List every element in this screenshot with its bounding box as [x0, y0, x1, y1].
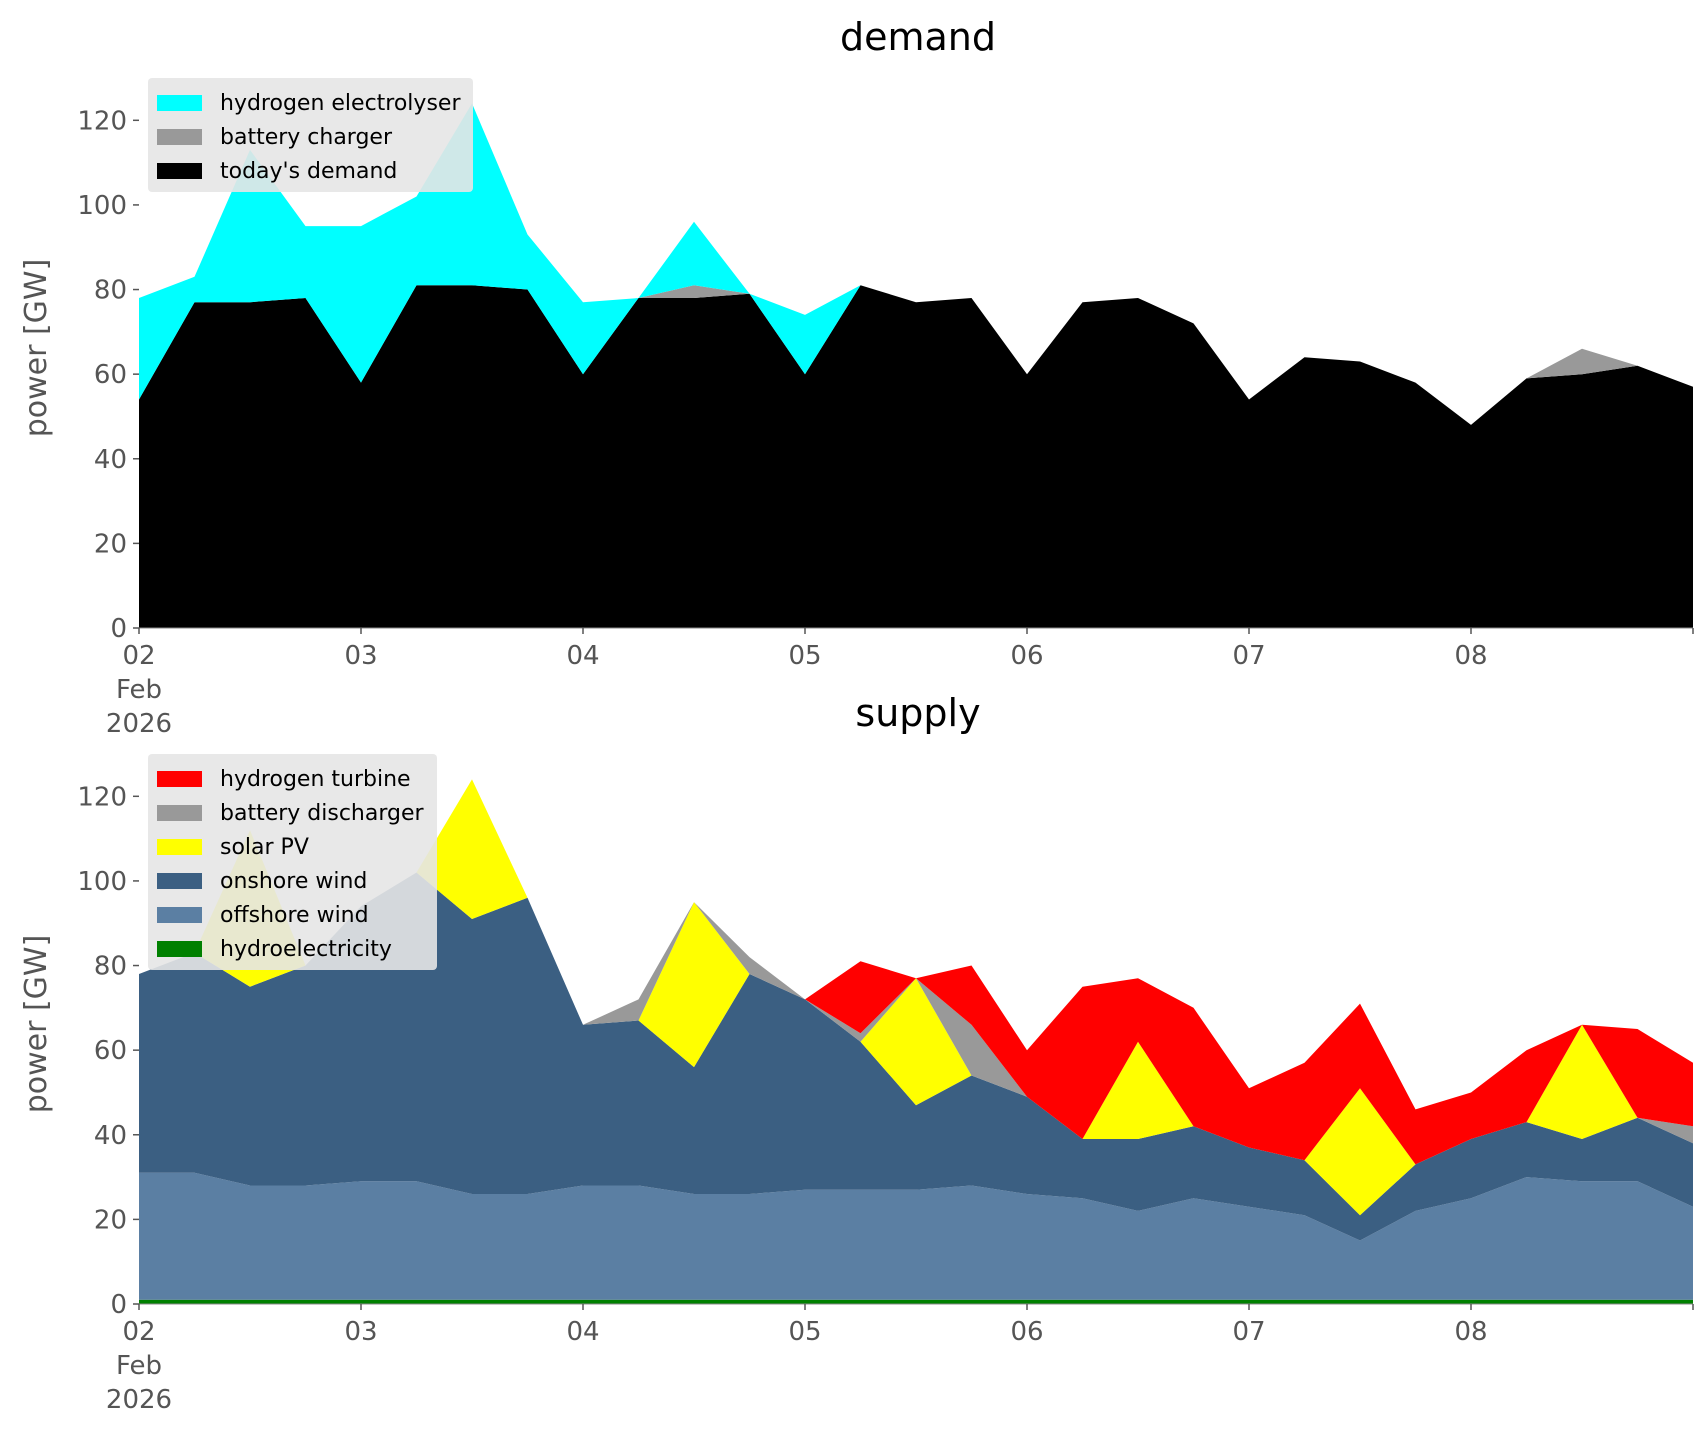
y-tick-label: 40	[94, 1121, 127, 1151]
legend-label-hydroelectricity: hydroelectricity	[220, 937, 392, 962]
legend-swatch-hydrogen-turbine	[157, 771, 202, 787]
axes: 0 20 40 60 80 100 120 02 Feb 2026 03 04 05 06 07 08	[77, 782, 1694, 1415]
y-tick-label: 120	[77, 106, 127, 136]
y-tick-label: 20	[94, 1205, 127, 1235]
y-tick-label: 40	[94, 445, 127, 475]
x-tick-year: 2026	[106, 709, 172, 739]
x-tick-label: 07	[1232, 641, 1265, 671]
legend-label-offshore-wind: offshore wind	[220, 903, 369, 928]
x-tick-label: 03	[344, 641, 377, 671]
y-tick-label: 20	[94, 529, 127, 559]
y-tick-label: 120	[77, 782, 127, 812]
y-tick-label: 100	[77, 191, 127, 221]
area-hydrogen-electrolyser	[139, 103, 1693, 425]
y-tick-label: 0	[110, 614, 127, 644]
area-layers	[139, 779, 1693, 1304]
x-tick-label: 04	[566, 1317, 599, 1347]
x-tick-year: 2026	[106, 1385, 172, 1415]
legend-label-battery-discharger: battery discharger	[220, 801, 425, 826]
y-tick-label: 80	[94, 952, 127, 982]
axes: 0 20 40 60 80 100 120 02 Feb 2026 03 04 05 06 07 08	[77, 106, 1694, 739]
y-tick-label: 100	[77, 867, 127, 897]
x-tick-label: 04	[566, 641, 599, 671]
x-tick-label: 05	[788, 1317, 821, 1347]
area-hydrogen-turbine	[139, 779, 1693, 1165]
legend-swatch-battery-charger	[157, 129, 202, 145]
y-axis-label: power [GW]	[19, 259, 54, 438]
x-tick-label: 07	[1232, 1317, 1265, 1347]
legend-swatch-offshore-wind	[157, 907, 202, 923]
chart-title: supply	[855, 691, 980, 735]
legend-swatch-today-s-demand	[157, 163, 202, 179]
area-solar-pv	[139, 779, 1693, 1216]
legend-box	[148, 78, 473, 192]
x-tick-label: 06	[1010, 1317, 1043, 1347]
x-tick-label: 05	[788, 641, 821, 671]
x-tick-label: 08	[1454, 1317, 1487, 1347]
x-tick-month: Feb	[116, 675, 162, 705]
area-today-s-demand	[139, 285, 1693, 628]
x-tick-label: 02	[122, 641, 155, 671]
legend-swatch-onshore-wind	[157, 873, 202, 889]
legend-swatch-solar-pv	[157, 839, 202, 855]
legend-label-today-s-demand: today's demand	[220, 159, 397, 184]
legend-label-onshore-wind: onshore wind	[220, 869, 367, 894]
y-tick-label: 80	[94, 276, 127, 306]
legend-swatch-hydrogen-electrolyser	[157, 95, 202, 111]
x-tick-month: Feb	[116, 1351, 162, 1381]
area-hydroelectricity	[139, 1299, 1693, 1304]
legend-label-battery-charger: battery charger	[220, 125, 393, 150]
supply-panel: supply power [GW] 0 20 40 60 80 100 120 02 Feb 20…	[19, 691, 1694, 1415]
legend-swatch-hydroelectricity	[157, 941, 202, 957]
x-tick-label: 02	[122, 1317, 155, 1347]
legend-label-hydrogen-turbine: hydrogen turbine	[220, 767, 411, 792]
x-tick-label: 03	[344, 1317, 377, 1347]
legend-box	[148, 754, 437, 970]
legend-swatch-battery-discharger	[157, 805, 202, 821]
area-onshore-wind	[139, 872, 1693, 1241]
y-tick-label: 0	[110, 1290, 127, 1320]
y-tick-label: 60	[94, 360, 127, 390]
y-tick-label: 60	[94, 1036, 127, 1066]
legend: hydrogen turbine battery discharger solar …	[148, 754, 437, 970]
y-axis-label: power [GW]	[19, 935, 54, 1114]
area-layers	[139, 103, 1693, 628]
legend-label-hydrogen-electrolyser: hydrogen electrolyser	[220, 91, 461, 116]
demand-panel: demand power [GW] 0 20 40 60 80 100 120 02 Feb 20…	[19, 15, 1694, 739]
legend-label-solar-pv: solar PV	[220, 835, 309, 860]
legend: hydrogen electrolyser battery charger toda…	[148, 78, 473, 192]
x-tick-label: 06	[1010, 641, 1043, 671]
area-offshore-wind	[139, 1172, 1693, 1300]
chart-title: demand	[840, 15, 996, 59]
x-tick-label: 08	[1454, 641, 1487, 671]
